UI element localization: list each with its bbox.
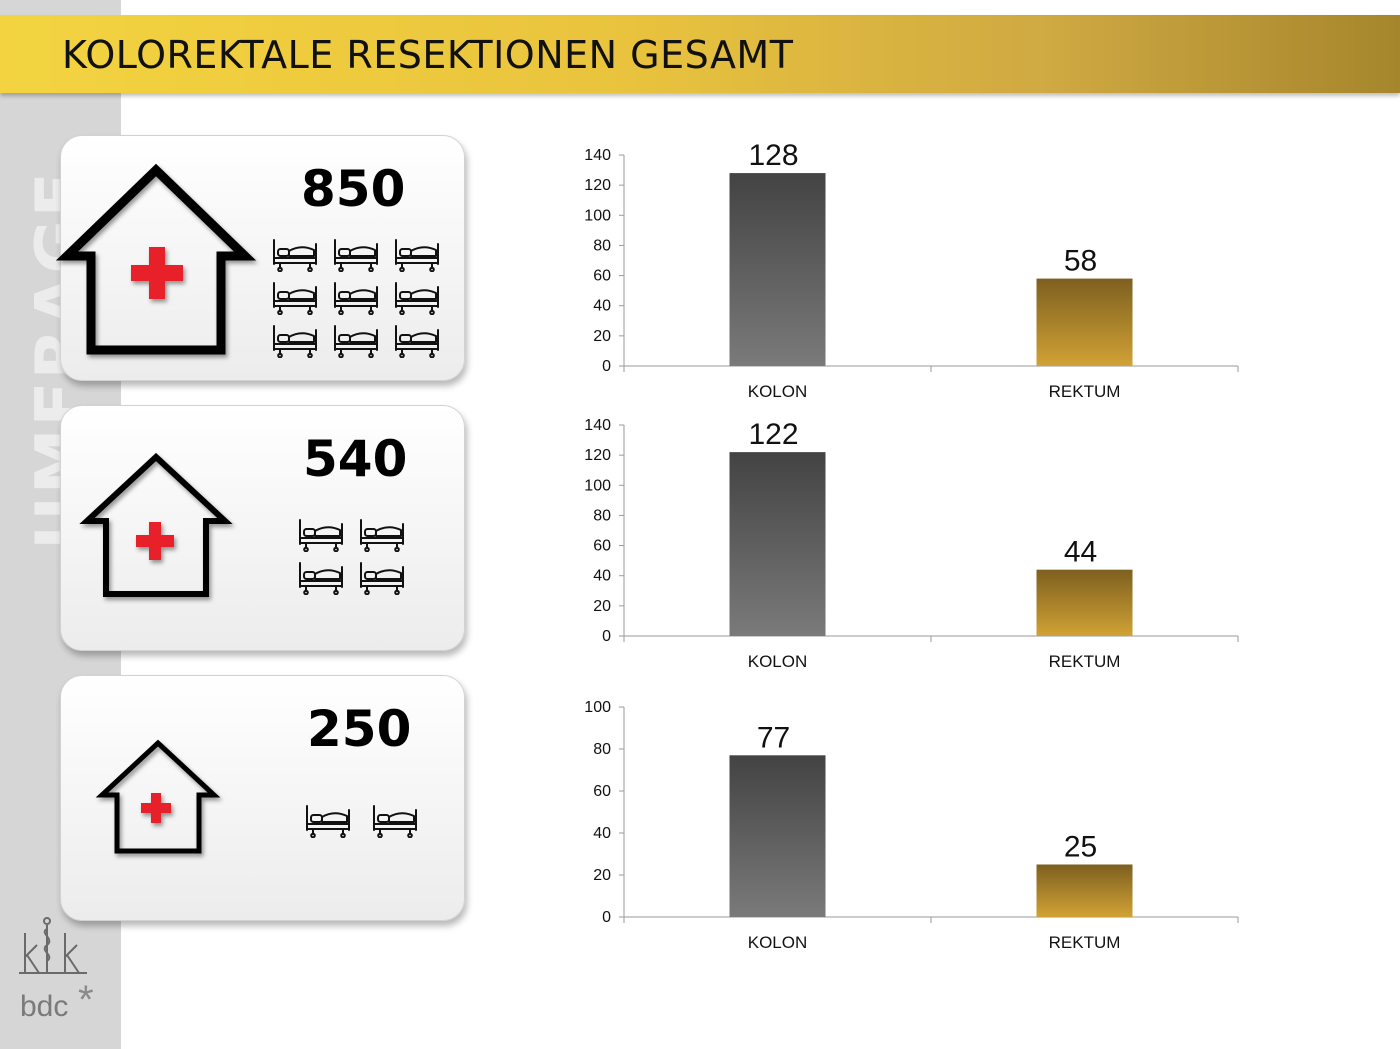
resection-count: 540 — [303, 430, 408, 488]
hospital-card-small: 250 — [60, 675, 465, 921]
bar-chart-small-hospitals: 0 20 40 60 80 100 77 KOLON 25 REKTUM — [584, 699, 1239, 952]
hospital-card-large: 850 — [55, 135, 465, 381]
bar-rektum — [1036, 864, 1133, 917]
hospital-bed-icon — [304, 804, 352, 838]
data-label-rektum: 44 — [1064, 536, 1097, 569]
data-label-rektum: 58 — [1064, 245, 1097, 278]
y-tick-label: 60 — [593, 538, 611, 555]
category-label-kolon: KOLON — [748, 933, 808, 952]
hospital-bed-icon — [358, 561, 406, 595]
y-tick-label: 140 — [584, 147, 611, 164]
category-label-rektum: REKTUM — [1049, 933, 1121, 952]
bar-chart-large-hospitals: 0 20 40 60 80 100 120 140 128 KOLON 58 REKTUM — [584, 139, 1239, 401]
y-tick-label: 20 — [593, 328, 611, 345]
resection-count: 250 — [307, 700, 412, 758]
data-label-kolon: 77 — [757, 721, 790, 754]
y-tick-label: 40 — [593, 825, 611, 842]
y-tick-label: 140 — [584, 417, 611, 434]
y-tick-label: 80 — [593, 237, 611, 254]
y-tick-label: 80 — [593, 507, 611, 524]
hospital-bed-icon — [332, 281, 380, 315]
bdc-star-icon: * — [78, 978, 94, 1022]
category-label-rektum: REKTUM — [1049, 382, 1121, 401]
y-tick-label: 120 — [584, 177, 611, 194]
hospital-bed-icon — [393, 281, 441, 315]
page-title: KOLOREKTALE RESEKTIONEN GESAMT — [62, 33, 794, 77]
hospital-house-icon — [95, 739, 221, 854]
bar-kolon — [729, 452, 826, 636]
hospital-bed-icon — [271, 281, 319, 315]
y-tick-label: 60 — [593, 783, 611, 800]
resection-count: 850 — [301, 160, 406, 218]
header-bar: KOLOREKTALE RESEKTIONEN GESAMT — [0, 15, 1400, 93]
hospital-bed-icon — [358, 518, 406, 552]
klk-logo — [19, 917, 87, 974]
hospital-bed-icon — [271, 324, 319, 358]
y-tick-label: 0 — [602, 909, 611, 926]
y-tick-label: 120 — [584, 447, 611, 464]
bdc-logo: bdc — [20, 990, 69, 1023]
y-tick-label: 40 — [593, 298, 611, 315]
data-label-rektum: 25 — [1064, 831, 1097, 864]
y-tick-label: 100 — [584, 699, 611, 716]
bar-rektum — [1036, 278, 1133, 366]
bar-rektum — [1036, 569, 1133, 636]
y-tick-label: 20 — [593, 867, 611, 884]
bar-kolon — [729, 173, 826, 366]
y-tick-label: 100 — [584, 207, 611, 224]
hospital-house-icon — [55, 163, 257, 355]
y-tick-label: 80 — [593, 741, 611, 758]
y-tick-label: 0 — [602, 628, 611, 645]
hospital-bed-icon — [271, 238, 319, 272]
y-tick-label: 0 — [602, 358, 611, 375]
data-label-kolon: 122 — [748, 418, 798, 451]
hospital-card-medium: 540 — [60, 405, 465, 651]
hospital-bed-icon — [393, 238, 441, 272]
y-tick-label: 100 — [584, 477, 611, 494]
bar-kolon — [729, 755, 826, 917]
data-label-kolon: 128 — [748, 139, 798, 172]
bar-chart-medium-hospitals: 0 20 40 60 80 100 120 140 122 KOLON 44 REKTUM — [584, 417, 1239, 671]
y-tick-label: 60 — [593, 268, 611, 285]
hospital-bed-icon — [371, 804, 419, 838]
hospital-house-icon — [79, 452, 233, 597]
category-label-kolon: KOLON — [748, 382, 808, 401]
category-label-rektum: REKTUM — [1049, 652, 1121, 671]
y-tick-label: 40 — [593, 568, 611, 585]
hospital-bed-icon — [297, 561, 345, 595]
hospital-bed-icon — [332, 238, 380, 272]
category-label-kolon: KOLON — [748, 652, 808, 671]
hospital-bed-icon — [332, 324, 380, 358]
hospital-bed-icon — [393, 324, 441, 358]
hospital-bed-icon — [297, 518, 345, 552]
y-tick-label: 20 — [593, 598, 611, 615]
